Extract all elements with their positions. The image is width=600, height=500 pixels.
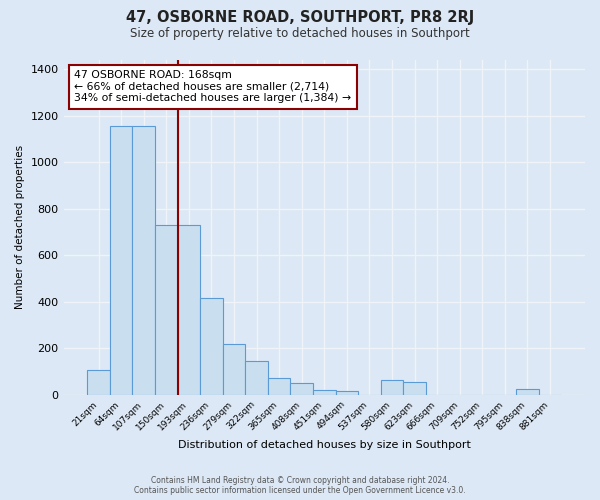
Bar [381, 380, 403, 394]
Bar [403, 382, 426, 394]
Bar [155, 225, 178, 394]
Bar [268, 378, 290, 394]
Bar [313, 390, 335, 394]
Bar [200, 298, 223, 394]
Bar [178, 225, 200, 394]
Text: 47, OSBORNE ROAD, SOUTHPORT, PR8 2RJ: 47, OSBORNE ROAD, SOUTHPORT, PR8 2RJ [126, 10, 474, 25]
Y-axis label: Number of detached properties: Number of detached properties [15, 146, 25, 310]
Bar [245, 361, 268, 394]
Bar [335, 391, 358, 394]
Bar [87, 370, 110, 394]
Bar [516, 389, 539, 394]
Bar [223, 344, 245, 394]
Bar [110, 126, 133, 394]
Text: Size of property relative to detached houses in Southport: Size of property relative to detached ho… [130, 28, 470, 40]
Text: Contains HM Land Registry data © Crown copyright and database right 2024.
Contai: Contains HM Land Registry data © Crown c… [134, 476, 466, 495]
Bar [133, 126, 155, 394]
X-axis label: Distribution of detached houses by size in Southport: Distribution of detached houses by size … [178, 440, 471, 450]
Text: 47 OSBORNE ROAD: 168sqm
← 66% of detached houses are smaller (2,714)
34% of semi: 47 OSBORNE ROAD: 168sqm ← 66% of detache… [74, 70, 351, 103]
Bar [290, 383, 313, 394]
